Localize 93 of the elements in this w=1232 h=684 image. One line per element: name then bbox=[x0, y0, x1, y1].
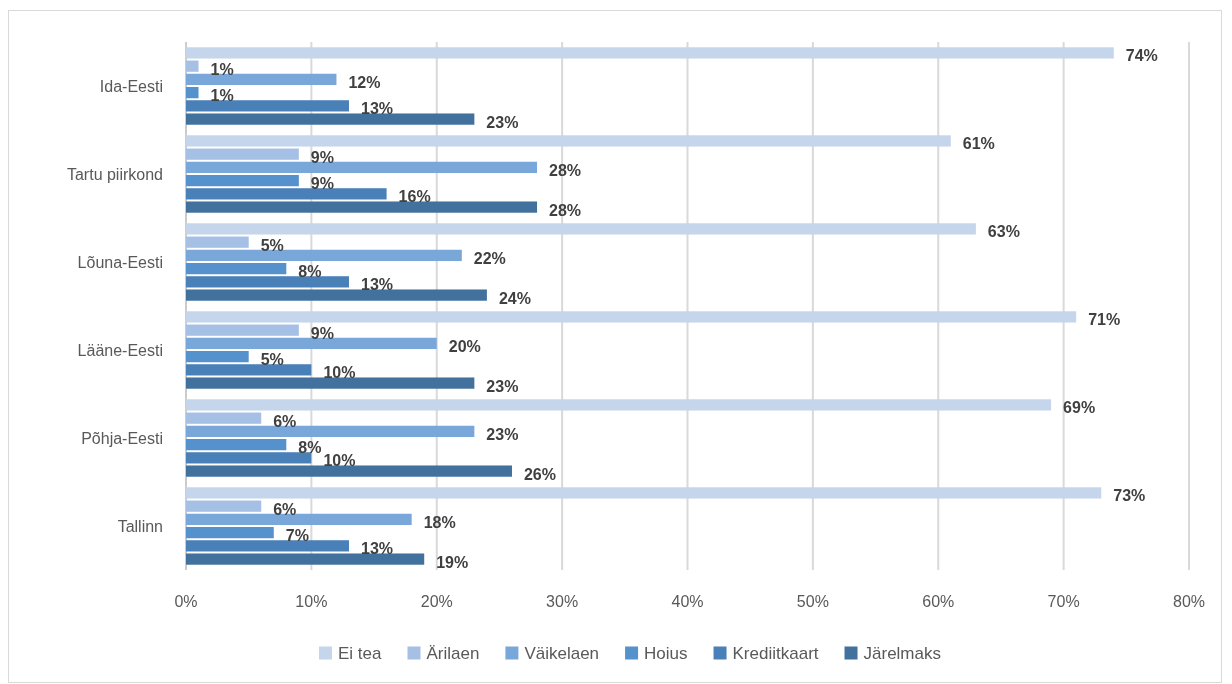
x-tick-label: 40% bbox=[671, 592, 704, 610]
data-label: 19% bbox=[436, 553, 469, 571]
y-tick-label: Ida-Eesti bbox=[99, 77, 163, 95]
bar bbox=[186, 311, 1077, 323]
bar bbox=[186, 276, 349, 288]
bar bbox=[186, 223, 976, 235]
data-label: 13% bbox=[360, 540, 394, 558]
data-label: 23% bbox=[486, 113, 519, 131]
y-tick-label: Lõuna-Eesti bbox=[77, 253, 163, 271]
data-label: 20% bbox=[448, 337, 481, 355]
bar bbox=[186, 553, 425, 565]
bar bbox=[186, 500, 262, 512]
bar bbox=[186, 399, 1052, 411]
x-tick-label: 20% bbox=[420, 592, 453, 610]
data-label: 12% bbox=[348, 73, 381, 91]
bar bbox=[186, 377, 475, 389]
bar bbox=[186, 513, 412, 526]
bar bbox=[186, 289, 487, 301]
bar bbox=[186, 337, 437, 350]
bar bbox=[186, 249, 462, 262]
bar bbox=[186, 364, 312, 376]
data-label: 7% bbox=[285, 527, 309, 545]
bar bbox=[186, 86, 199, 99]
legend-label: Ärilaen bbox=[426, 643, 480, 663]
legend-label: Ei tea bbox=[338, 643, 383, 663]
bar bbox=[186, 100, 349, 112]
data-label: 74% bbox=[1125, 47, 1158, 65]
data-label: 1% bbox=[210, 87, 234, 105]
bar bbox=[186, 73, 337, 86]
data-label: 6% bbox=[273, 500, 297, 518]
y-tick-label: Tallinn bbox=[117, 517, 163, 535]
data-label: 23% bbox=[486, 377, 519, 395]
data-label: 61% bbox=[962, 135, 995, 153]
data-label: 1% bbox=[210, 60, 234, 78]
data-label: 23% bbox=[486, 425, 519, 443]
bar bbox=[186, 425, 475, 438]
x-tick-label: 50% bbox=[796, 592, 829, 610]
bar bbox=[186, 148, 299, 160]
bar bbox=[186, 540, 349, 552]
bar bbox=[186, 526, 274, 539]
data-label: 5% bbox=[260, 351, 284, 369]
bar bbox=[186, 113, 475, 125]
bar bbox=[186, 350, 249, 363]
bar bbox=[186, 188, 387, 200]
data-label: 8% bbox=[298, 439, 322, 457]
y-tick-label: Lääne-Eesti bbox=[77, 341, 163, 359]
x-tick-label: 60% bbox=[922, 592, 955, 610]
data-label: 16% bbox=[398, 188, 431, 206]
data-label: 9% bbox=[310, 175, 334, 193]
bar bbox=[186, 465, 512, 477]
data-label: 10% bbox=[323, 364, 356, 382]
bar bbox=[186, 487, 1102, 499]
legend-label: Väikelaen bbox=[524, 643, 600, 663]
bar bbox=[186, 201, 538, 213]
data-label: 9% bbox=[310, 324, 334, 342]
data-label: 13% bbox=[360, 276, 394, 294]
bar bbox=[186, 47, 1114, 59]
data-label: 22% bbox=[473, 249, 506, 267]
data-label: 5% bbox=[260, 236, 284, 254]
bar bbox=[186, 174, 299, 187]
bar bbox=[186, 236, 249, 248]
data-label: 63% bbox=[987, 223, 1020, 241]
data-label: 13% bbox=[360, 100, 394, 118]
data-label: 24% bbox=[498, 289, 531, 307]
bar bbox=[186, 324, 299, 336]
bar bbox=[186, 452, 312, 464]
x-tick-label: 30% bbox=[546, 592, 579, 610]
bar bbox=[186, 262, 287, 275]
x-tick-label: 10% bbox=[295, 592, 328, 610]
x-tick-label: 80% bbox=[1172, 592, 1206, 610]
data-label: 69% bbox=[1063, 399, 1096, 417]
y-tick-label: Tartu piirkond bbox=[66, 165, 163, 183]
legend-label: Järelmaks bbox=[863, 643, 941, 663]
data-label: 73% bbox=[1113, 487, 1146, 505]
data-label: 18% bbox=[423, 513, 456, 531]
legend-label: Krediitkaart bbox=[732, 643, 819, 663]
bar bbox=[186, 161, 538, 174]
x-tick-label: 0% bbox=[174, 592, 198, 610]
x-tick-label: 70% bbox=[1047, 592, 1080, 610]
y-tick-label: Põhja-Eesti bbox=[81, 429, 163, 447]
data-label: 26% bbox=[523, 465, 557, 483]
bar bbox=[186, 412, 262, 424]
data-label: 28% bbox=[549, 161, 582, 179]
data-label: 6% bbox=[273, 412, 297, 430]
bar bbox=[186, 438, 287, 451]
data-label: 9% bbox=[310, 148, 334, 166]
data-label: 10% bbox=[323, 452, 356, 470]
data-label: 8% bbox=[298, 263, 322, 281]
data-label: 71% bbox=[1088, 311, 1121, 329]
bar bbox=[186, 60, 199, 72]
bar bbox=[186, 135, 951, 147]
data-label: 28% bbox=[549, 201, 582, 219]
legend-label: Hoius bbox=[644, 643, 688, 663]
